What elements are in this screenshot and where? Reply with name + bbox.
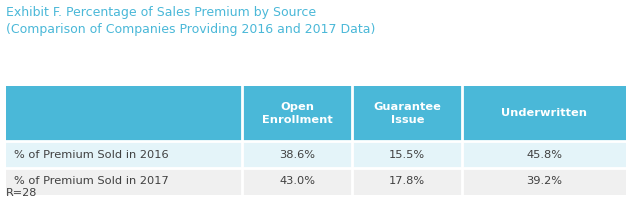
Text: Guarantee
Issue: Guarantee Issue — [374, 102, 441, 125]
Text: % of Premium Sold in 2016: % of Premium Sold in 2016 — [14, 150, 169, 160]
Text: 38.6%: 38.6% — [279, 150, 315, 160]
Text: Exhibit F. Percentage of Sales Premium by Source
(Comparison of Companies Provid: Exhibit F. Percentage of Sales Premium b… — [6, 6, 376, 36]
Bar — [6, 168, 626, 195]
Text: R=28: R=28 — [6, 188, 38, 198]
Text: % of Premium Sold in 2017: % of Premium Sold in 2017 — [14, 176, 169, 186]
Text: Open
Enrollment: Open Enrollment — [262, 102, 333, 125]
Text: Underwritten: Underwritten — [501, 108, 587, 118]
Text: 39.2%: 39.2% — [526, 176, 562, 186]
Bar — [6, 86, 626, 141]
Text: 17.8%: 17.8% — [389, 176, 425, 186]
Bar — [6, 141, 626, 168]
Text: 43.0%: 43.0% — [279, 176, 315, 186]
Text: 15.5%: 15.5% — [389, 150, 425, 160]
Text: 45.8%: 45.8% — [526, 150, 562, 160]
